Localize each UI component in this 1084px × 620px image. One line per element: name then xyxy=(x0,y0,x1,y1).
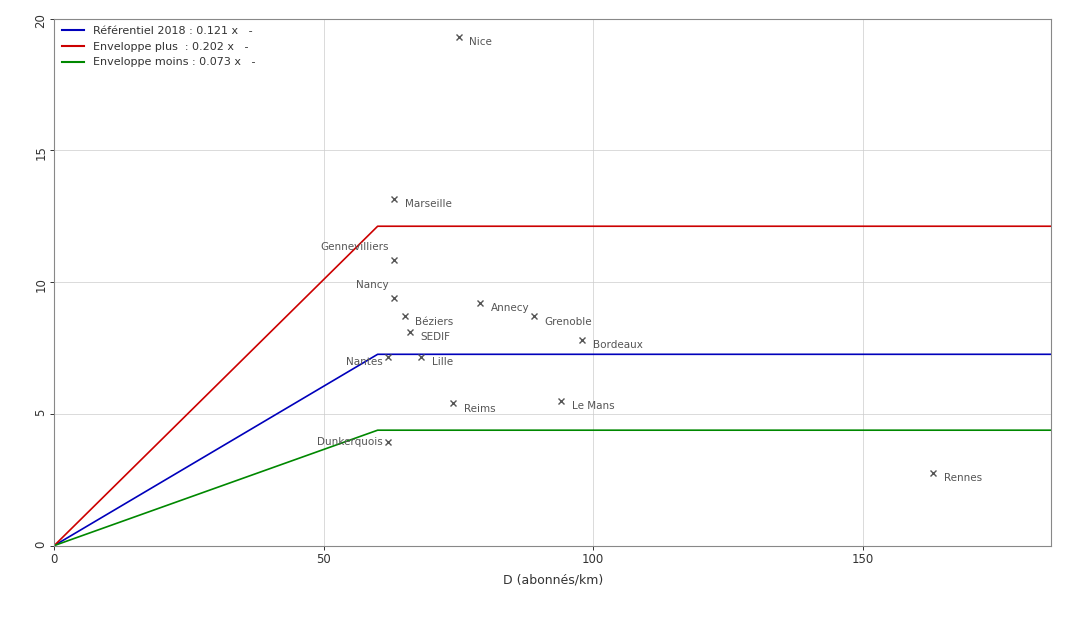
Text: Nantes: Nantes xyxy=(346,358,383,368)
Enveloppe moins : 0.073 x   -: (185, 4.38): 0.073 x -: (185, 4.38) xyxy=(1045,427,1058,434)
Text: Gennevilliers: Gennevilliers xyxy=(320,242,388,252)
Enveloppe moins : 0.073 x   -: (60, 4.38): 0.073 x -: (60, 4.38) xyxy=(371,427,384,434)
Référentiel 2018 : 0.121 x   -: (185, 7.26): 0.121 x -: (185, 7.26) xyxy=(1045,350,1058,358)
Text: Marseille: Marseille xyxy=(404,200,451,210)
Référentiel 2018 : 0.121 x   -: (0, 0): 0.121 x -: (0, 0) xyxy=(48,542,61,549)
X-axis label: D (abonnés/km): D (abonnés/km) xyxy=(503,574,603,587)
Référentiel 2018 : 0.121 x   -: (60, 7.26): 0.121 x -: (60, 7.26) xyxy=(371,350,384,358)
Enveloppe plus  : 0.202 x   -: (60, 12.1): 0.202 x -: (60, 12.1) xyxy=(371,223,384,230)
Text: Grenoble: Grenoble xyxy=(545,317,592,327)
Enveloppe moins : 0.073 x   -: (0, 0): 0.073 x -: (0, 0) xyxy=(48,542,61,549)
Line: Enveloppe plus  : 0.202 x   -: Enveloppe plus : 0.202 x - xyxy=(54,226,1051,546)
Text: Nancy: Nancy xyxy=(356,280,388,290)
Enveloppe plus  : 0.202 x   -: (0, 0): 0.202 x -: (0, 0) xyxy=(48,542,61,549)
Text: Annecy: Annecy xyxy=(491,303,529,314)
Text: Le Mans: Le Mans xyxy=(571,401,615,411)
Text: Béziers: Béziers xyxy=(415,317,453,327)
Text: Lille: Lille xyxy=(431,358,453,368)
Enveloppe plus  : 0.202 x   -: (185, 12.1): 0.202 x -: (185, 12.1) xyxy=(1045,223,1058,230)
Text: Bordeaux: Bordeaux xyxy=(593,340,643,350)
Text: SEDIF: SEDIF xyxy=(421,332,451,342)
Text: Reims: Reims xyxy=(464,404,495,414)
Line: Enveloppe moins : 0.073 x   -: Enveloppe moins : 0.073 x - xyxy=(54,430,1051,546)
Text: Rennes: Rennes xyxy=(944,474,982,484)
Text: Nice: Nice xyxy=(469,37,492,47)
Line: Référentiel 2018 : 0.121 x   -: Référentiel 2018 : 0.121 x - xyxy=(54,354,1051,546)
Legend: Référentiel 2018 : 0.121 x   -, Enveloppe plus  : 0.202 x   -, Enveloppe moins :: Référentiel 2018 : 0.121 x -, Enveloppe … xyxy=(57,22,260,72)
Text: Dunkerquois: Dunkerquois xyxy=(318,436,383,446)
